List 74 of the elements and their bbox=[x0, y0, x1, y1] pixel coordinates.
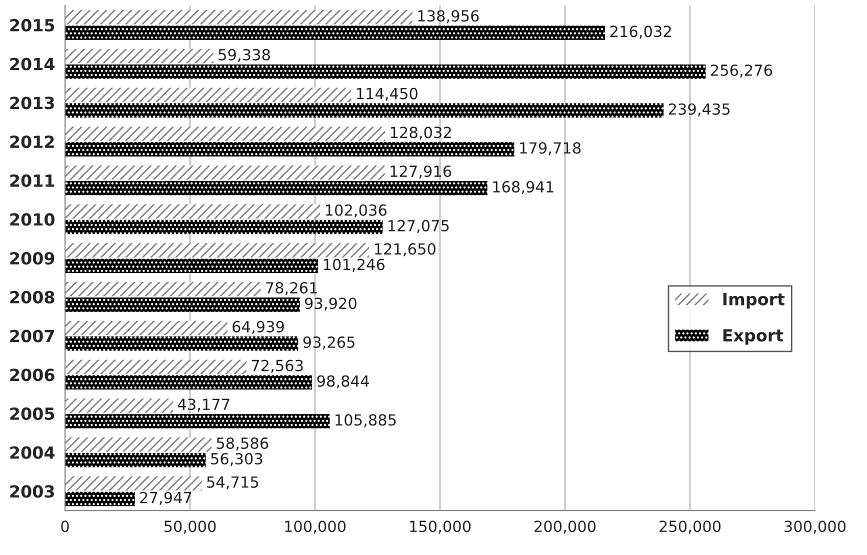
data-label: 56,303 bbox=[211, 452, 262, 466]
data-label: 43,177 bbox=[178, 398, 230, 412]
x-tick-label: 100,000 bbox=[285, 520, 346, 534]
bar bbox=[65, 476, 202, 491]
bar bbox=[65, 398, 173, 413]
bar bbox=[65, 282, 261, 296]
data-label: 72,563 bbox=[252, 360, 303, 373]
y-tick-label: 2006 bbox=[10, 368, 54, 382]
x-tick-label: 50,000 bbox=[164, 520, 216, 534]
bar bbox=[65, 375, 312, 390]
data-label: 54,715 bbox=[207, 476, 258, 490]
data-label: 59,338 bbox=[218, 48, 270, 62]
data-label: 138,956 bbox=[418, 10, 479, 24]
y-tick-label: 2004 bbox=[10, 446, 55, 459]
x-tick-label: 200,000 bbox=[534, 520, 596, 534]
data-label: 121,650 bbox=[374, 243, 436, 256]
y-tick-label: 2011 bbox=[10, 174, 54, 187]
x-tick-label: 250,000 bbox=[660, 520, 721, 534]
bar bbox=[65, 26, 606, 40]
legend-label: Export bbox=[723, 329, 784, 345]
bar bbox=[65, 204, 320, 219]
bar bbox=[65, 220, 383, 234]
data-label: 128,032 bbox=[390, 126, 451, 140]
bar bbox=[65, 243, 370, 258]
data-label: 179,718 bbox=[520, 142, 581, 156]
data-label: 127,916 bbox=[390, 165, 452, 179]
bar bbox=[65, 64, 706, 79]
data-label: 58,586 bbox=[216, 437, 268, 451]
data-label: 27,947 bbox=[140, 492, 192, 505]
bar bbox=[65, 320, 228, 336]
y-tick-label: 2007 bbox=[10, 330, 54, 342]
data-label: 127,075 bbox=[388, 220, 449, 233]
bar bbox=[65, 10, 412, 24]
bar bbox=[65, 298, 300, 312]
data-label: 101,246 bbox=[324, 258, 385, 272]
bar bbox=[65, 414, 330, 428]
y-tick-label: 2009 bbox=[10, 252, 54, 265]
bar bbox=[65, 492, 135, 506]
bar bbox=[65, 452, 206, 468]
legend-label: Import bbox=[723, 293, 785, 309]
bar bbox=[65, 48, 214, 64]
bar bbox=[65, 126, 386, 141]
x-tick-label: 0 bbox=[61, 520, 69, 532]
y-tick-label: 2008 bbox=[10, 290, 54, 304]
bar bbox=[65, 180, 488, 196]
data-label: 93,920 bbox=[304, 298, 356, 311]
data-label: 105,885 bbox=[336, 414, 396, 428]
y-tick-label: 2013 bbox=[10, 96, 54, 110]
data-label: 168,941 bbox=[493, 181, 554, 194]
data-label: 93,265 bbox=[303, 336, 354, 350]
data-label: 98,844 bbox=[317, 375, 369, 388]
bar bbox=[65, 258, 318, 273]
bar bbox=[65, 360, 246, 374]
bar bbox=[65, 142, 514, 156]
bar bbox=[65, 437, 212, 452]
bar bbox=[65, 165, 385, 180]
y-tick-label: 2015 bbox=[10, 18, 54, 32]
data-label: 64,939 bbox=[232, 320, 284, 334]
y-tick-label: 2010 bbox=[10, 213, 55, 226]
data-label: 114,450 bbox=[356, 88, 418, 101]
data-label: 102,036 bbox=[326, 204, 386, 218]
data-label: 256,276 bbox=[710, 64, 772, 78]
data-label: 216,032 bbox=[610, 26, 671, 39]
x-tick-label: 150,000 bbox=[410, 520, 471, 534]
y-tick-label: 2014 bbox=[10, 58, 55, 70]
bar bbox=[65, 103, 664, 118]
y-tick-label: 2003 bbox=[10, 485, 54, 498]
bar bbox=[65, 336, 298, 351]
y-tick-label: 2005 bbox=[10, 407, 54, 420]
y-tick-label: 2012 bbox=[10, 135, 54, 148]
bar bbox=[65, 88, 352, 102]
data-label: 78,261 bbox=[266, 282, 317, 296]
x-tick-label: 300,000 bbox=[784, 520, 846, 534]
data-label: 239,435 bbox=[668, 103, 730, 116]
